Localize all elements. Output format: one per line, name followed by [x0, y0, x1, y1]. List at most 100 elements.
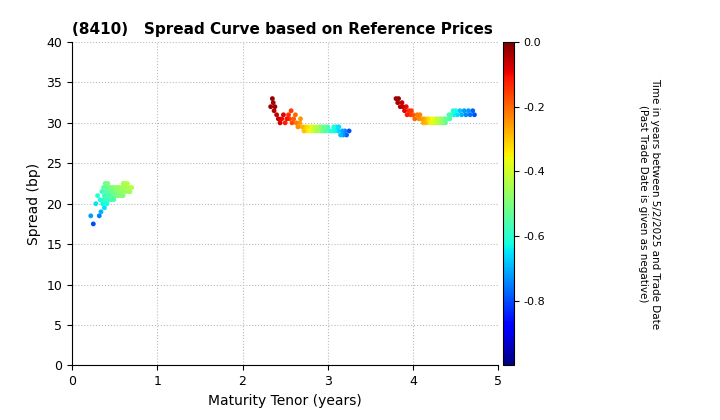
Point [309, 128, 320, 134]
Point [276, 116, 287, 122]
Point [438, 116, 450, 122]
Point [120, 188, 132, 195]
Point [109, 192, 120, 199]
Point [431, 116, 442, 122]
Point [424, 116, 436, 122]
Point [112, 184, 124, 191]
Point [122, 188, 134, 195]
Point [284, 116, 295, 122]
Point [446, 111, 457, 118]
Point [332, 128, 343, 134]
Point [403, 108, 415, 114]
Point [113, 188, 125, 195]
Point [329, 128, 341, 134]
Point [104, 184, 116, 191]
Point [126, 184, 138, 191]
Point [393, 95, 405, 102]
Point [298, 128, 310, 134]
Point [98, 196, 109, 203]
Point [283, 111, 294, 118]
Point [117, 192, 129, 199]
Point [443, 111, 454, 118]
Point [107, 188, 118, 195]
Point [322, 123, 333, 130]
Point [265, 103, 276, 110]
Point [423, 119, 434, 126]
Point [96, 188, 107, 195]
Point [289, 111, 301, 118]
Point [301, 128, 312, 134]
Point [287, 119, 298, 126]
Point [294, 116, 306, 122]
Point [90, 200, 102, 207]
Y-axis label: Time in years between 5/2/2025 and Trade Date
(Past Trade Date is given as negat: Time in years between 5/2/2025 and Trade… [639, 78, 660, 329]
Point [339, 128, 351, 134]
Point [467, 108, 479, 114]
Point [119, 180, 130, 187]
Point [320, 123, 331, 130]
Point [85, 213, 96, 219]
Point [428, 119, 440, 126]
Point [456, 111, 467, 118]
Point [102, 192, 113, 199]
Y-axis label: Spread (bp): Spread (bp) [27, 163, 41, 245]
Point [305, 123, 317, 130]
Point [99, 192, 110, 199]
Point [469, 111, 480, 118]
Point [288, 116, 300, 122]
Point [307, 123, 319, 130]
Point [122, 180, 133, 187]
Point [123, 184, 135, 191]
Point [333, 123, 345, 130]
Point [104, 192, 116, 199]
Point [290, 119, 302, 126]
Point [108, 196, 120, 203]
Point [336, 128, 348, 134]
Point [400, 103, 412, 110]
Point [107, 184, 119, 191]
Point [460, 111, 472, 118]
Point [116, 192, 127, 199]
Point [111, 188, 122, 195]
Point [102, 180, 114, 187]
Point [433, 116, 444, 122]
Point [397, 103, 408, 110]
Point [105, 188, 117, 195]
Point [266, 95, 278, 102]
Point [324, 128, 336, 134]
Point [318, 128, 329, 134]
Point [316, 123, 328, 130]
Point [104, 188, 115, 195]
Point [103, 196, 114, 203]
Point [418, 116, 430, 122]
Point [273, 116, 284, 122]
Point [117, 188, 128, 195]
Point [94, 196, 106, 203]
Point [100, 184, 112, 191]
Point [118, 184, 130, 191]
Point [392, 99, 403, 106]
Point [399, 108, 410, 114]
Point [267, 99, 279, 106]
Point [420, 119, 431, 126]
Point [426, 119, 438, 126]
Point [113, 184, 125, 191]
Point [343, 128, 355, 134]
Point [463, 108, 474, 114]
Point [281, 116, 292, 122]
Point [114, 188, 126, 195]
Point [447, 108, 459, 114]
Point [311, 123, 323, 130]
Point [396, 99, 408, 106]
Point [116, 184, 127, 191]
Point [107, 192, 119, 199]
Point [303, 128, 315, 134]
Point [114, 192, 125, 199]
Point [302, 123, 313, 130]
Point [436, 116, 447, 122]
Point [449, 111, 460, 118]
Point [416, 116, 428, 122]
Point [105, 196, 117, 203]
Point [99, 205, 110, 211]
Point [109, 192, 121, 199]
